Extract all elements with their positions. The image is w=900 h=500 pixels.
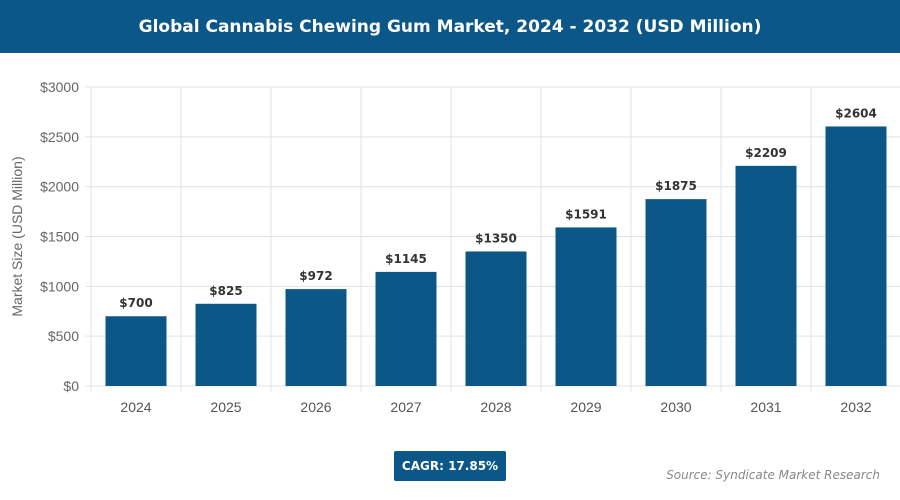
cagr-badge: CAGR: 17.85% (394, 451, 506, 481)
bar-2031 (735, 165, 797, 386)
data-label: $2209 (745, 146, 787, 160)
bar-2025 (195, 303, 257, 386)
bar-2026 (285, 289, 347, 386)
data-label: $972 (299, 269, 332, 283)
x-tick-label: 2031 (750, 399, 781, 415)
bar-2027 (375, 271, 437, 386)
y-tick-label: $500 (48, 328, 79, 344)
x-tick-label: 2028 (480, 399, 511, 415)
y-tick-label: $1000 (40, 278, 79, 294)
data-label: $700 (119, 296, 152, 310)
y-tick-label: $2500 (40, 129, 79, 145)
chart-title: Global Cannabis Chewing Gum Market, 2024… (0, 0, 900, 53)
bar-2029 (555, 227, 617, 386)
x-tick-label: 2025 (210, 399, 241, 415)
y-tick-label: $3000 (40, 79, 79, 95)
x-tick-label: 2030 (660, 399, 691, 415)
bar-2028 (465, 251, 527, 386)
data-label: $1350 (475, 231, 517, 245)
x-tick-label: 2032 (840, 399, 871, 415)
y-tick-label: $0 (63, 378, 79, 394)
source-note: Source: Syndicate Market Research (666, 468, 880, 482)
y-tick-label: $2000 (40, 179, 79, 195)
bar-2024 (105, 316, 167, 386)
data-label: $1875 (655, 179, 697, 193)
data-label: $2604 (835, 106, 877, 120)
y-axis-label: Market Size (USD Million) (9, 156, 25, 316)
x-tick-label: 2026 (300, 399, 331, 415)
y-tick-label: $1500 (40, 229, 79, 245)
bar-2030 (645, 199, 707, 386)
data-label: $1145 (385, 252, 427, 266)
bar-2032 (825, 126, 887, 386)
x-tick-label: 2024 (120, 399, 151, 415)
data-label: $825 (209, 284, 242, 298)
x-tick-label: 2029 (570, 399, 601, 415)
data-label: $1591 (565, 207, 607, 221)
x-tick-label: 2027 (390, 399, 421, 415)
bar-chart: $0 $500 $1000 $1500 $2000 $2500 $3000 $700 2024 $… (9, 79, 900, 415)
